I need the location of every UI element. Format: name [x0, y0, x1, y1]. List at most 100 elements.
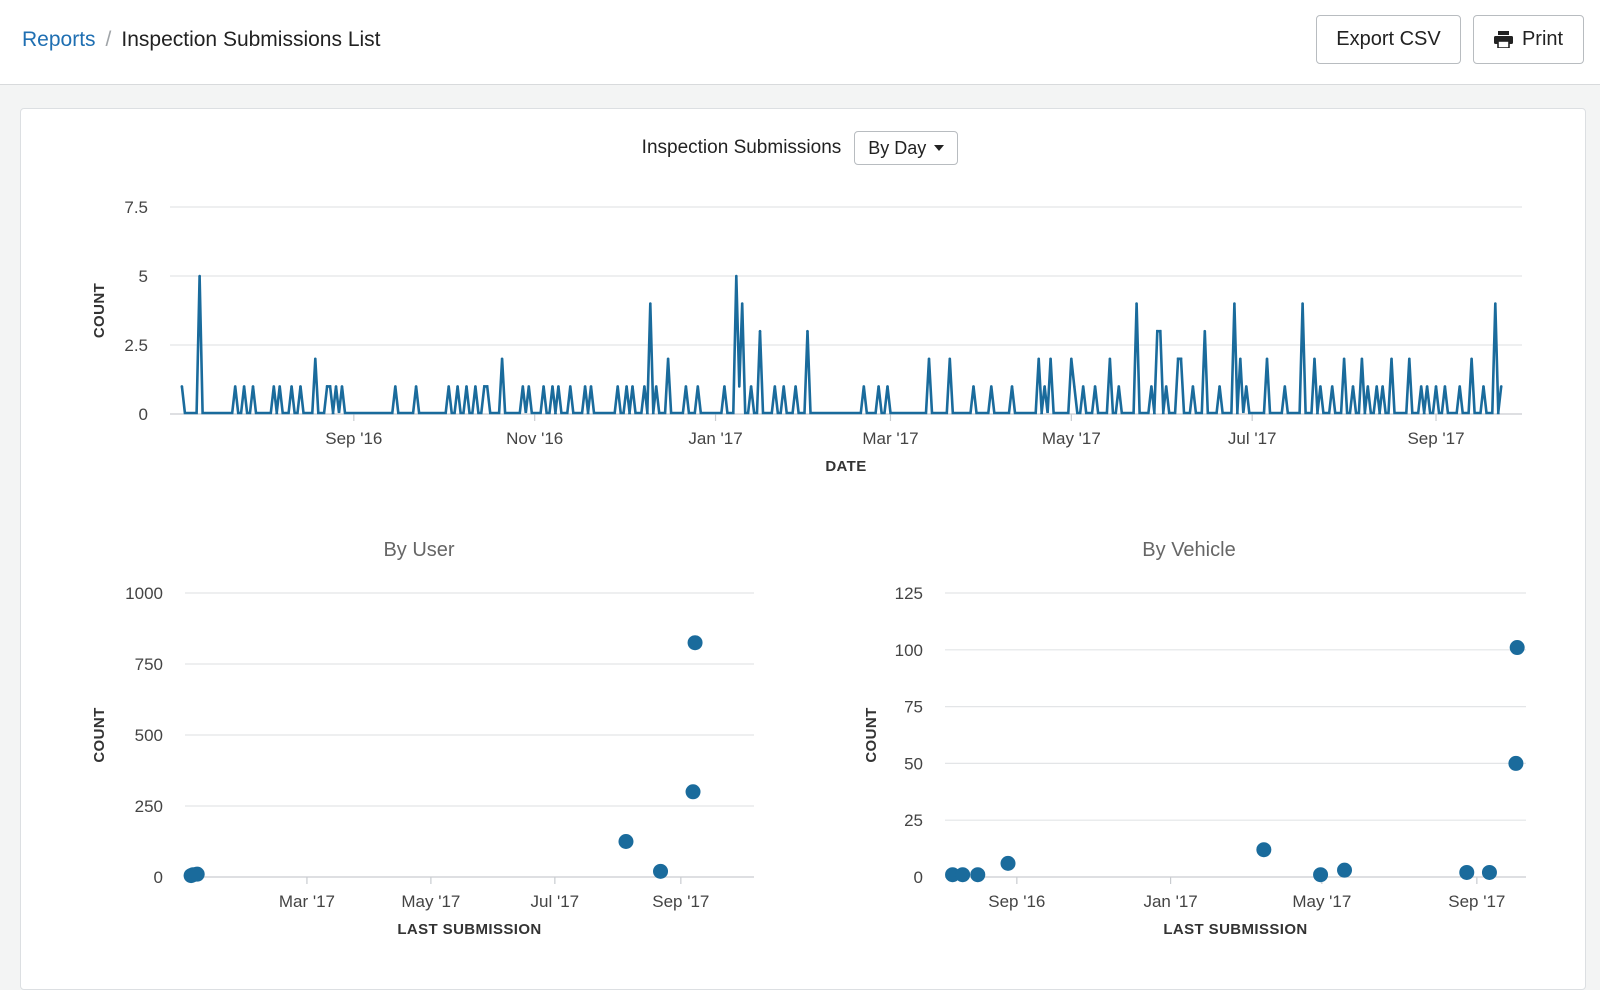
submissions-data-point [1072, 385, 1076, 388]
submissions-data-point [251, 385, 255, 388]
breadcrumb-reports-link[interactable]: Reports [22, 28, 96, 51]
submissions-data-point [684, 385, 688, 388]
submissions-data-point [794, 385, 797, 388]
submissions-data-point [723, 385, 726, 388]
submissions-data-point [1434, 385, 1438, 388]
submissions-data-point [696, 385, 700, 388]
submissions-data-point [328, 385, 332, 388]
submissions-data-point [500, 357, 504, 361]
submissions-x-axis-label: DATE [825, 458, 866, 475]
submissions-data-point [1425, 385, 1429, 388]
submissions-data-point [972, 385, 975, 388]
by-user-x-tick-label: May '17 [401, 892, 460, 911]
submissions-data-point [1351, 385, 1355, 388]
chart-title: Inspection Submissions [641, 137, 842, 158]
chart-header: Inspection Submissions By Day [0, 130, 1600, 166]
by-vehicle-data-point [1313, 867, 1329, 883]
by-user-data-point [618, 834, 634, 849]
submissions-data-point [616, 385, 620, 388]
submissions-x-tick-label: Nov '16 [506, 429, 563, 448]
submissions-data-point [773, 385, 777, 388]
submissions-data-point [527, 385, 531, 388]
submissions-data-point [1330, 385, 1334, 388]
submissions-data-point [521, 385, 525, 388]
submissions-data-point [233, 385, 237, 388]
by-user-data-point [685, 784, 701, 800]
by-vehicle-data-point [1508, 755, 1524, 771]
by-vehicle-y-tick-label: 0 [914, 868, 923, 887]
submissions-data-point [1458, 385, 1462, 388]
submissions-data-point [654, 385, 658, 388]
submissions-data-point [1179, 357, 1183, 361]
grouping-dropdown-value: By Day [868, 137, 927, 158]
submissions-data-point [737, 385, 741, 388]
by-user-title: By User [383, 539, 454, 561]
page-title: Inspection Submissions List [121, 28, 381, 51]
by-user-data-point [687, 635, 703, 651]
submissions-data-point [1156, 329, 1159, 333]
by-user-y-tick-label: 250 [135, 797, 163, 816]
submissions-data-point [1494, 302, 1497, 305]
submissions-data-point [1010, 385, 1014, 388]
submissions-line-chart: 0 2.5 5 7.5 Sep '16 Nov '16 Jan '17 Mar '17 May … [91, 198, 1522, 475]
by-user-data-point [653, 863, 669, 879]
submissions-data-point [1443, 385, 1447, 388]
by-user-x-axis-label: LAST SUBMISSION [397, 921, 541, 938]
submissions-data-point [1342, 357, 1346, 361]
submissions-data-point [447, 385, 451, 388]
by-user-data-point [189, 866, 205, 882]
submissions-data-point [1233, 302, 1236, 305]
submissions-data-point [734, 274, 738, 278]
submissions-data-point [1265, 357, 1269, 361]
by-vehicle-data-point [1481, 864, 1497, 880]
submissions-data-point [1108, 357, 1112, 361]
by-vehicle-x-tick-label: Sep '16 [988, 892, 1045, 911]
print-icon [1493, 31, 1513, 48]
submissions-data-point [643, 385, 646, 388]
by-user-x-tick-label: Jul '17 [531, 892, 580, 911]
submissions-data-point [1203, 329, 1207, 333]
caret-down-icon [934, 145, 945, 151]
submissions-data-point [465, 385, 468, 388]
print-button[interactable]: Print [1473, 15, 1584, 64]
by-user-y-tick-label: 1000 [125, 584, 163, 603]
submissions-x-tick-label: Jul '17 [1228, 429, 1277, 448]
by-vehicle-data-point [970, 867, 986, 883]
by-vehicle-data-point [1256, 842, 1272, 858]
submissions-data-point [1239, 357, 1242, 361]
submissions-data-point [1301, 302, 1304, 305]
by-user-y-tick-label: 0 [154, 868, 163, 887]
submissions-data-point [1135, 302, 1138, 305]
submissions-data-point [334, 385, 338, 388]
submissions-data-point [290, 385, 293, 388]
by-vehicle-data-point [1000, 855, 1016, 871]
submissions-data-point [1176, 357, 1180, 361]
by-user-scatter-chart: By User 0 250 500 750 1000 Mar '17 May '17 Jul '… [91, 539, 754, 938]
by-vehicle-y-tick-label: 125 [895, 584, 923, 603]
submissions-data-point [1049, 357, 1052, 361]
submissions-data-point [740, 302, 744, 305]
submissions-x-tick-label: Sep '17 [1407, 429, 1464, 448]
breadcrumb: Reports / Inspection Submissions List [22, 28, 381, 52]
by-vehicle-scatter-chart: By Vehicle 0 25 50 75 100 125 Sep '16 Jan '17 May… [863, 539, 1526, 938]
submissions-data-point [1419, 385, 1423, 388]
submissions-data-point [272, 385, 276, 388]
print-label: Print [1521, 28, 1564, 50]
by-user-y-tick-label: 500 [135, 726, 163, 745]
submissions-data-point [589, 385, 593, 388]
submissions-data-point [666, 357, 670, 361]
submissions-data-point [1081, 385, 1085, 388]
submissions-data-point [649, 302, 652, 305]
submissions-data-point [1390, 357, 1393, 361]
submissions-data-point [1482, 385, 1485, 388]
submissions-data-point [1381, 385, 1384, 388]
grouping-dropdown[interactable]: By Day [854, 131, 959, 165]
export-csv-button[interactable]: Export CSV [1316, 15, 1461, 64]
submissions-data-point [631, 385, 634, 388]
submissions-data-point [325, 385, 329, 388]
submissions-data-point [1375, 385, 1379, 388]
by-vehicle-y-tick-label: 100 [895, 641, 923, 660]
submissions-data-point [782, 385, 786, 388]
submissions-x-tick-label: Jan '17 [688, 429, 742, 448]
report-card [20, 108, 1586, 990]
